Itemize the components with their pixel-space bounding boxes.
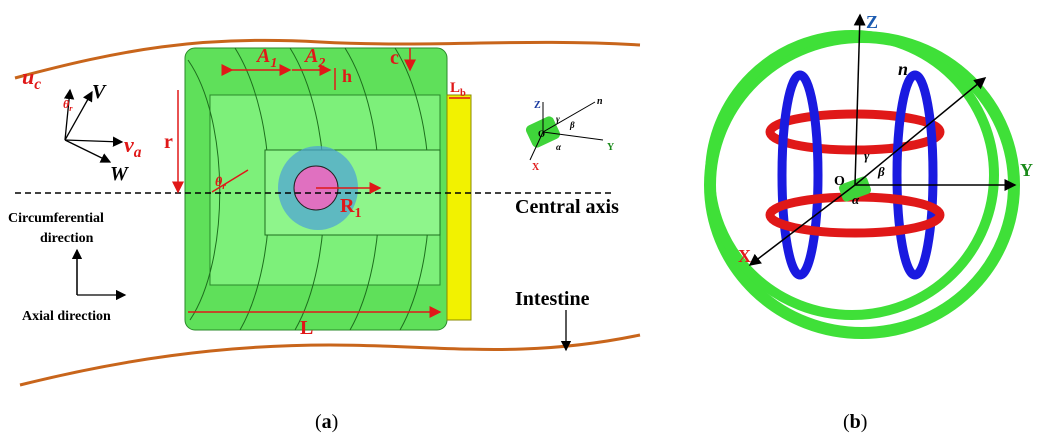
panel-a: uc V θr va W A1 A2 c h r Lb θr R1 Centra… [8,40,640,433]
label: r [164,131,173,153]
label: γ [864,148,870,163]
label: c [390,47,399,69]
label: β [569,120,575,130]
label: Central axis [515,196,619,218]
label: Z [866,12,878,32]
label: Axial direction [22,309,111,324]
coil-ring [897,75,933,275]
label: O [834,174,845,189]
label: h [342,66,352,86]
label: n [597,96,603,107]
panel-b: Z n Y X O γ β α (b) [710,12,1033,433]
label: γ [556,114,560,124]
caption: (a) [315,411,338,433]
label: α [556,142,562,152]
figure: uc V θr va W A1 A2 c h r Lb θr R1 Centra… [0,0,1048,439]
label: W [110,163,129,185]
label: Z [534,100,541,111]
label: O [538,129,545,139]
label: Y [1020,160,1033,180]
coil-ring [782,75,818,275]
label: X [738,246,751,266]
label: V [92,81,107,103]
label: X [532,162,540,173]
label: Intestine [515,288,590,310]
inset-axes: Z n O γ β α X Y [524,96,615,173]
label: uc [22,64,41,93]
coil-ring [710,35,994,315]
caption: (b) [843,411,867,433]
label: L [300,317,313,339]
label: θr [63,97,73,113]
end-cap [447,95,471,320]
label: Y [607,142,615,153]
label: va [124,132,142,161]
label: β [877,164,885,179]
label: α [852,192,860,207]
intestine-wall [20,335,640,385]
label: n [898,59,908,79]
coil-ring [770,114,940,150]
